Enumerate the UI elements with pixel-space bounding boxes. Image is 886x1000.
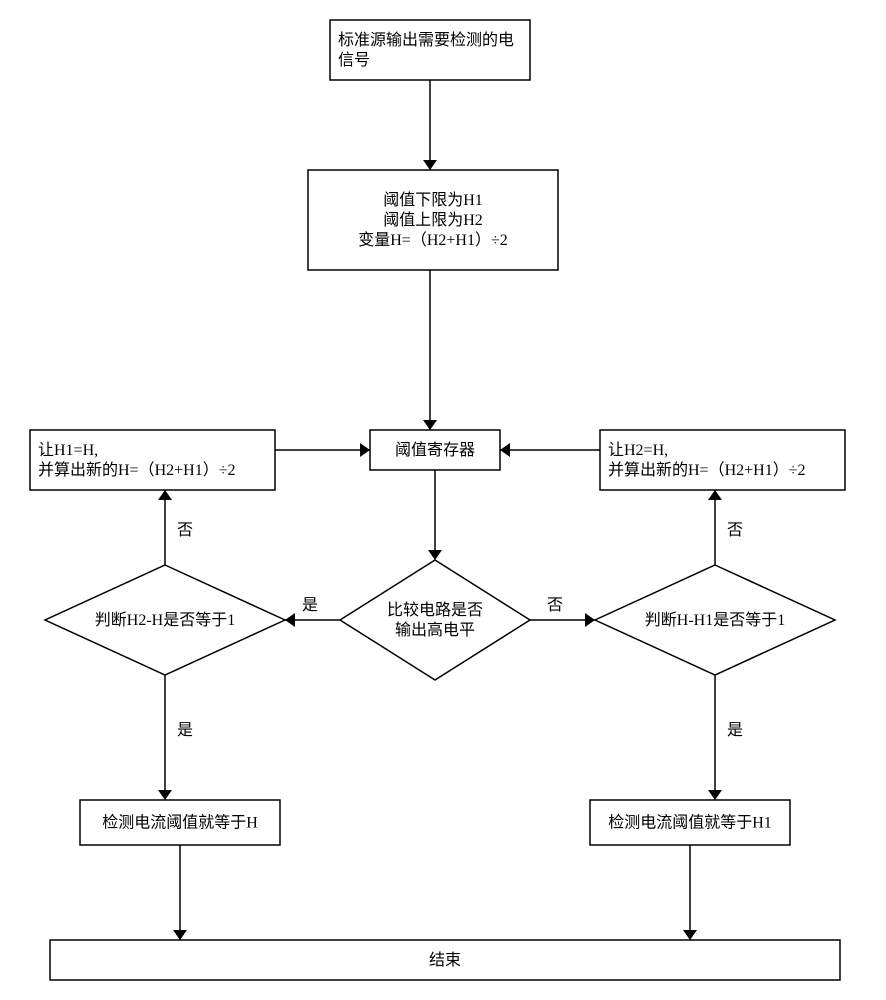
node-start: [330, 20, 530, 80]
edge-label: 是: [302, 597, 318, 614]
node-cmp: [340, 560, 530, 680]
node-text: 输出高电平: [395, 621, 475, 639]
node-text: 让H1=H,: [38, 441, 98, 459]
node-text: 标准源输出需要检测的电: [338, 31, 514, 49]
node-updR: [600, 430, 845, 490]
edge-label: 否: [727, 522, 743, 539]
node-text: 阈值寄存器: [395, 441, 475, 459]
edge-label: 否: [177, 522, 193, 539]
edge-label: 是: [177, 722, 193, 739]
node-text: 并算出新的H=（H2+H1）÷2: [38, 460, 236, 479]
node-updL: [30, 430, 275, 490]
node-text: 比较电路是否: [387, 601, 483, 619]
flowchart-canvas: 标准源输出需要检测的电信号阈值下限为H1 阈值上限为H2 变量H=（H2+H1）÷2…: [0, 0, 886, 1000]
node-text: 检测电流阈值就等于H: [102, 814, 258, 832]
node-text: 让H2=H,: [608, 441, 668, 459]
node-text: 变量H=（H2+H1）÷2: [358, 231, 508, 249]
node-text: 检测电流阈值就等于H1: [608, 814, 772, 832]
node-text: 阈值下限为H1: [383, 191, 483, 209]
node-text: 判断H2-H是否等于1: [95, 611, 235, 629]
node-text: 判断H-H1是否等于1: [645, 611, 785, 629]
node-text: 信号: [338, 51, 370, 69]
node-text: 并算出新的H=（H2+H1）÷2: [608, 460, 806, 479]
node-text: 阈值上限为H2: [383, 211, 483, 229]
node-text: 结束: [429, 951, 461, 969]
edge-label: 否: [547, 597, 563, 614]
edge-label: 是: [727, 722, 743, 739]
